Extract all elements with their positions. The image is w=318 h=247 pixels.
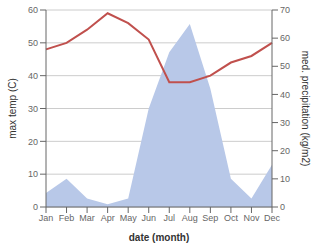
svg-text:Apr: Apr [101,213,115,223]
svg-text:Aug: Aug [182,213,198,223]
svg-text:max temp (C): max temp (C) [8,78,18,139]
svg-text:20: 20 [280,146,290,156]
svg-text:Dec: Dec [264,213,281,223]
svg-text:Jul: Jul [164,213,176,223]
svg-text:med. precipitation (kg/m2): med. precipitation (kg/m2) [300,51,310,167]
svg-text:40: 40 [280,90,290,100]
svg-text:Nov: Nov [243,213,260,223]
svg-text:date (month): date (month) [129,232,190,243]
svg-text:30: 30 [280,118,290,128]
svg-text:10: 10 [28,169,38,179]
svg-text:70: 70 [280,5,290,15]
svg-text:Jan: Jan [39,213,54,223]
svg-text:Sep: Sep [202,213,218,223]
svg-text:60: 60 [280,33,290,43]
svg-text:60: 60 [28,5,38,15]
svg-text:0: 0 [280,202,285,212]
svg-text:20: 20 [28,137,38,147]
svg-text:Feb: Feb [59,213,75,223]
svg-text:40: 40 [28,71,38,81]
svg-text:0: 0 [33,202,38,212]
svg-text:50: 50 [280,61,290,71]
svg-text:Oct: Oct [224,213,239,223]
svg-text:50: 50 [28,38,38,48]
svg-text:Mar: Mar [79,213,95,223]
svg-text:May: May [120,213,138,223]
svg-text:10: 10 [280,174,290,184]
svg-text:Jun: Jun [141,213,156,223]
svg-text:30: 30 [28,104,38,114]
